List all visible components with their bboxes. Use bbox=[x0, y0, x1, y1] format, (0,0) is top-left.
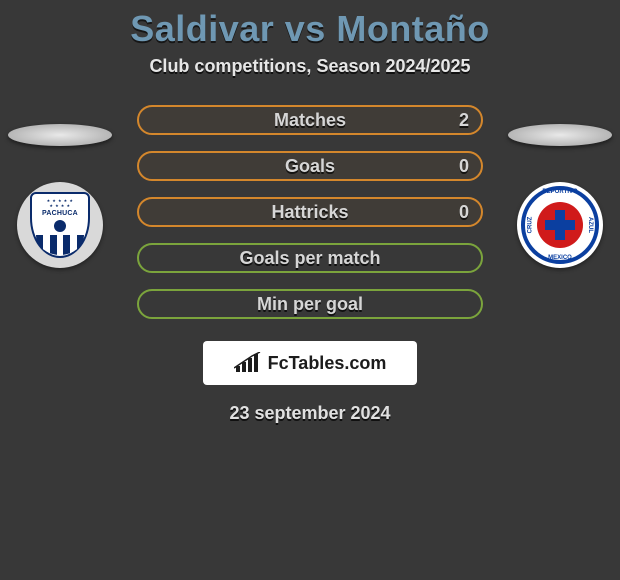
stat-label: Min per goal bbox=[257, 294, 363, 315]
stat-row-goals-per-match: Goals per match bbox=[137, 243, 483, 273]
brand-logo: FcTables.com bbox=[203, 341, 417, 385]
stat-label: Hattricks bbox=[271, 202, 348, 223]
comparison-infographic: Saldivar vs Montaño Club competitions, S… bbox=[0, 0, 620, 580]
stat-right-value: 2 bbox=[459, 107, 469, 133]
stat-row-min-per-goal: Min per goal bbox=[137, 289, 483, 319]
stat-label: Goals per match bbox=[239, 248, 380, 269]
stat-row-hattricks: Hattricks 0 bbox=[137, 197, 483, 227]
stats-column: Matches 2 Goals 0 Hattricks 0 Goals per … bbox=[0, 105, 620, 424]
stat-label: Matches bbox=[274, 110, 346, 131]
stat-right-value: 0 bbox=[459, 153, 469, 179]
page-title: Saldivar vs Montaño bbox=[130, 8, 490, 50]
stat-row-matches: Matches 2 bbox=[137, 105, 483, 135]
subtitle: Club competitions, Season 2024/2025 bbox=[149, 56, 470, 77]
brand-name: FcTables.com bbox=[268, 353, 387, 374]
snapshot-date: 23 september 2024 bbox=[229, 403, 390, 424]
stat-label: Goals bbox=[285, 156, 335, 177]
stat-row-goals: Goals 0 bbox=[137, 151, 483, 181]
stat-right-value: 0 bbox=[459, 199, 469, 225]
bar-chart-icon bbox=[234, 352, 262, 374]
